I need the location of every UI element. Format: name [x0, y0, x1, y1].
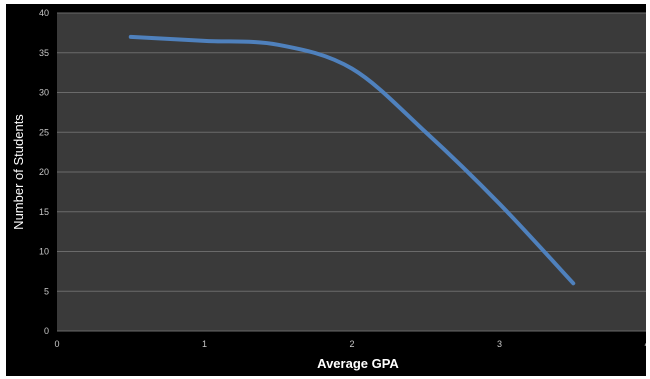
y-tick-label-40: 40 — [39, 8, 49, 18]
y-tick-label-35: 35 — [39, 48, 49, 58]
y-tick-label-25: 25 — [39, 127, 49, 137]
x-tick-label-0: 0 — [54, 339, 59, 349]
y-axis-title: Number of Students — [11, 114, 26, 230]
x-tick-label-4: 4 — [644, 339, 646, 349]
x-axis-ticks: 0 1 2 3 4 — [54, 339, 646, 349]
y-tick-label-5: 5 — [44, 286, 49, 296]
y-tick-label-0: 0 — [44, 326, 49, 336]
chart-frame: 0 5 10 15 20 25 30 35 40 0 1 2 3 4 Average GPA Numbe… — [6, 4, 646, 376]
series-line-0 — [128, 34, 576, 286]
series-group — [128, 34, 576, 286]
x-tick-label-2: 2 — [349, 339, 354, 349]
y-tick-label-10: 10 — [39, 247, 49, 257]
y-tick-label-30: 30 — [39, 88, 49, 98]
x-tick-label-1: 1 — [202, 339, 207, 349]
y-tick-label-15: 15 — [39, 207, 49, 217]
gridlines — [57, 12, 646, 332]
y-tick-label-20: 20 — [39, 167, 49, 177]
line-chart: 0 5 10 15 20 25 30 35 40 0 1 2 3 4 Average GPA Numbe… — [11, 8, 646, 371]
x-axis-title: Average GPA — [317, 356, 399, 371]
y-axis-ticks: 0 5 10 15 20 25 30 35 40 — [39, 8, 49, 336]
x-tick-label-3: 3 — [497, 339, 502, 349]
